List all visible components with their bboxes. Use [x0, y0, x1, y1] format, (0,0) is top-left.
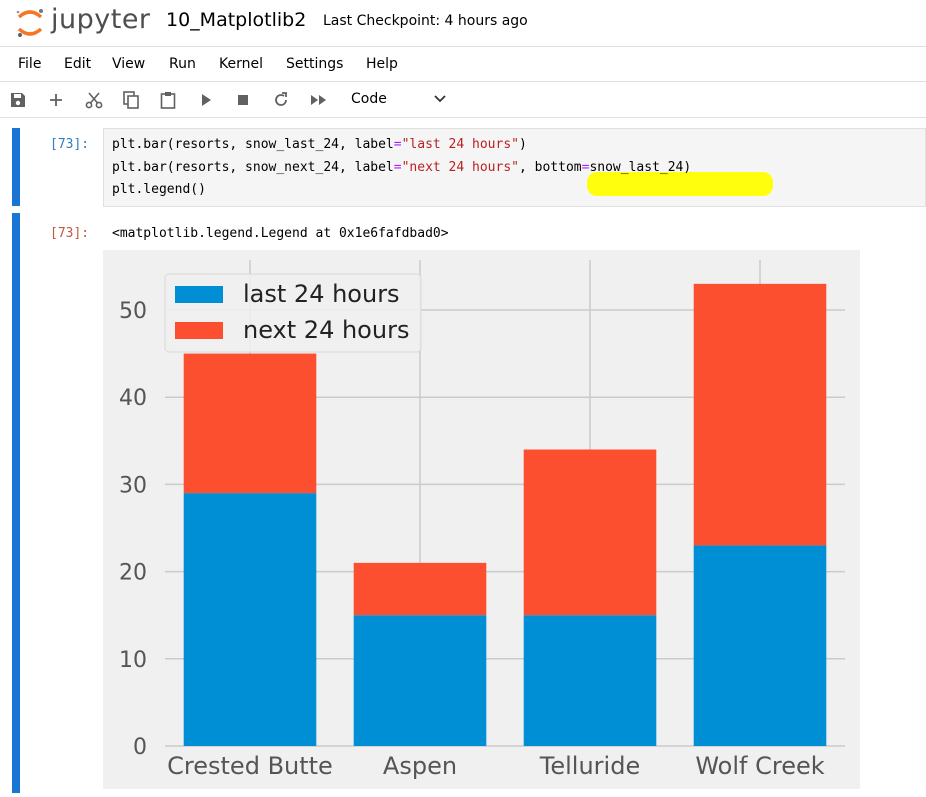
x-tick-label: Telluride	[539, 752, 640, 780]
add-icon	[50, 94, 62, 106]
y-tick-label: 10	[119, 648, 147, 673]
jupyter-logo[interactable]: jupyter	[15, 4, 150, 40]
code-line-3: plt.legend()	[112, 182, 206, 197]
legend-label: next 24 hours	[243, 316, 409, 344]
y-tick-label: 40	[119, 386, 147, 411]
legend-label: last 24 hours	[243, 280, 400, 308]
run-icon	[202, 94, 211, 106]
menu-help[interactable]: Help	[366, 56, 398, 72]
stop-button[interactable]	[233, 90, 253, 110]
fast-forward-icon	[311, 95, 326, 105]
y-tick-label: 50	[119, 299, 147, 324]
menu-edit[interactable]: Edit	[64, 56, 92, 72]
menu-bar: File Edit View Run Kernel Settings Help	[0, 47, 926, 82]
restart-button[interactable]	[271, 90, 291, 110]
code-token: =	[393, 160, 402, 175]
x-tick-label: Wolf Creek	[695, 752, 824, 780]
code-token: =	[393, 137, 402, 152]
top-header: jupyter 10_Matplotlib2 Last Checkpoint: …	[0, 0, 926, 47]
stop-icon	[238, 95, 248, 105]
input-prompt: [73]:	[50, 137, 90, 152]
bar-last-24-hours	[353, 615, 487, 746]
output-collapser[interactable]	[12, 213, 20, 793]
x-tick-label: Aspen	[383, 752, 457, 780]
output-prompt: [73]:	[50, 226, 90, 241]
cell-type-select[interactable]: Code	[351, 91, 387, 107]
restart-icon	[275, 92, 287, 106]
save-button[interactable]	[8, 90, 28, 110]
code-token: =	[581, 160, 590, 175]
legend-swatch	[175, 322, 223, 339]
checkpoint-status: Last Checkpoint: 4 hours ago	[323, 13, 528, 29]
code-token: plt.bar(resorts, snow_last_24, label	[112, 137, 394, 152]
menu-kernel[interactable]: Kernel	[219, 56, 263, 72]
x-tick-label: Crested Butte	[167, 752, 333, 780]
notebook-title[interactable]: 10_Matplotlib2	[166, 9, 307, 31]
y-tick-label: 20	[119, 561, 147, 586]
cut-button[interactable]	[84, 90, 104, 110]
code-editor[interactable]: plt.bar(resorts, snow_last_24, label="la…	[103, 128, 926, 207]
bar-next-24-hours	[693, 283, 827, 546]
menu-file[interactable]: File	[18, 56, 42, 72]
paste-button[interactable]	[158, 90, 178, 110]
y-tick-label: 30	[119, 473, 147, 498]
legend-box	[164, 273, 422, 353]
code-token: , bottom	[519, 160, 582, 175]
cut-icon	[85, 92, 103, 109]
run-button[interactable]	[196, 90, 216, 110]
menu-view[interactable]: View	[112, 56, 146, 72]
bar-next-24-hours	[353, 562, 487, 616]
restart-run-all-button[interactable]	[309, 90, 329, 110]
input-collapser[interactable]	[12, 128, 20, 206]
save-icon	[11, 93, 25, 107]
code-token: "last 24 hours"	[401, 137, 519, 152]
bar-next-24-hours	[183, 353, 317, 494]
yellow-highlight	[587, 172, 773, 196]
bar-last-24-hours	[183, 493, 317, 746]
paste-icon	[160, 92, 176, 109]
output-text: <matplotlib.legend.Legend at 0x1e6fafdba…	[112, 226, 449, 241]
bar-next-24-hours	[523, 449, 657, 616]
logo-text: jupyter	[51, 4, 151, 35]
code-line-2: plt.bar(resorts, snow_next_24, label="ne…	[112, 160, 691, 175]
notebook-toolbar: Code	[0, 82, 926, 118]
y-tick-label: 0	[133, 735, 147, 760]
code-token: "next 24 hours"	[401, 160, 519, 175]
copy-icon	[123, 91, 139, 109]
code-token: snow_last_24)	[589, 160, 692, 175]
chevron-down-icon[interactable]	[433, 94, 447, 104]
menu-settings[interactable]: Settings	[286, 56, 344, 72]
bar-last-24-hours	[523, 615, 657, 746]
bar-last-24-hours	[693, 545, 827, 746]
stacked-bar-chart: 0 10 20 30 40 50 Crested Butte Aspen Telluride W…	[103, 250, 860, 789]
code-token: )	[519, 137, 527, 152]
menu-run[interactable]: Run	[169, 56, 196, 72]
add-cell-button[interactable]	[46, 90, 66, 110]
legend-swatch	[175, 286, 223, 303]
code-token: plt.bar(resorts, snow_next_24, label	[112, 160, 394, 175]
copy-button[interactable]	[121, 90, 141, 110]
jupyter-logo-icon	[16, 9, 43, 37]
code-line-1: plt.bar(resorts, snow_last_24, label="la…	[112, 137, 527, 152]
